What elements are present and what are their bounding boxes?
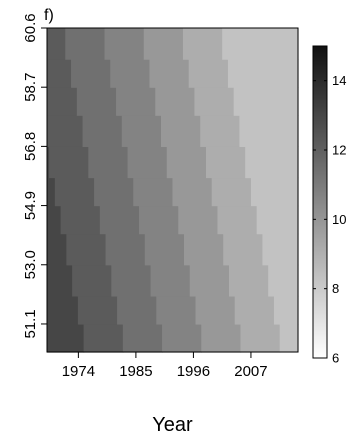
heatmap-cell <box>47 264 73 297</box>
heatmap-cell <box>233 87 299 116</box>
heatmap-cell <box>273 295 299 325</box>
x-tick-label: 1996 <box>177 363 210 380</box>
heatmap-cell <box>47 115 84 147</box>
heatmap-cell <box>268 264 299 297</box>
heatmap-cell <box>256 205 299 235</box>
heatmap-cell <box>121 115 162 147</box>
heatmap-cell <box>201 323 242 353</box>
heatmap-cell <box>228 264 269 297</box>
heatmap-cell <box>200 115 241 147</box>
heatmap-cell <box>88 146 129 179</box>
heatmap-cell <box>240 323 281 353</box>
heatmap-cell <box>99 205 140 235</box>
heatmap-cell <box>188 59 229 88</box>
heatmap-cell <box>245 146 299 179</box>
heatmap-cell <box>194 87 235 116</box>
heatmap-cell <box>66 233 107 266</box>
colorbar <box>312 45 328 359</box>
heatmap-cell <box>161 115 201 147</box>
heatmap-cell <box>77 295 118 325</box>
x-tick-label: 1985 <box>119 363 152 380</box>
heatmap-cell <box>184 233 224 266</box>
heatmap-cell <box>182 28 223 60</box>
heatmap-cell <box>172 177 213 207</box>
heatmap-cell <box>82 115 123 147</box>
y-tick-label: 60.6 <box>22 13 39 42</box>
heatmap-cell <box>239 115 299 147</box>
colorbar-tick-label: 14 <box>332 73 346 88</box>
heatmap-cell <box>105 233 146 266</box>
heatmap-cell <box>217 205 258 235</box>
heatmap-cell <box>47 59 72 88</box>
y-tick-label: 58.7 <box>22 73 39 102</box>
heatmap-cell <box>60 205 101 235</box>
heatmap-cell <box>222 28 299 60</box>
y-tick-label: 56.8 <box>22 132 39 161</box>
heatmap-cell <box>205 146 246 179</box>
heatmap-cell <box>47 205 62 235</box>
heatmap-cell <box>117 295 157 325</box>
heatmap-cell <box>178 205 219 235</box>
colorbar-tick-label: 12 <box>332 143 346 158</box>
heatmap-cell <box>195 295 236 325</box>
heatmap-cell <box>71 59 111 88</box>
heatmap-cell <box>250 177 299 207</box>
heatmap-cell <box>47 177 56 207</box>
y-tick-label: 51.1 <box>22 309 39 338</box>
heatmap-cell <box>189 264 230 297</box>
heatmap-cell <box>111 264 152 297</box>
heatmap-cell <box>110 59 151 88</box>
heatmap-cell <box>65 28 106 60</box>
heatmap-cell <box>83 323 124 353</box>
colorbar-ticks: 6 8 10 12 14 <box>313 73 346 366</box>
plot-frame <box>46 27 299 353</box>
heatmap-cell <box>47 323 85 353</box>
heatmap-cell <box>227 59 299 88</box>
heatmap-cell <box>211 177 252 207</box>
heatmap-cell <box>104 28 145 60</box>
heatmap-cell <box>133 177 174 207</box>
colorbar-tick-label: 8 <box>332 281 339 296</box>
heatmap-cell <box>47 295 79 325</box>
x-axis: 1974 1985 1996 2007 <box>62 352 268 380</box>
heatmap-cell <box>143 28 184 60</box>
heatmap-cell <box>156 295 197 325</box>
heatmap-cell <box>166 146 207 179</box>
heatmap-cell <box>144 233 185 266</box>
colorbar-tick-label: 6 <box>332 351 339 366</box>
heatmap-cell <box>155 87 196 116</box>
heatmap-cell <box>279 323 299 353</box>
heatmap-cell <box>54 177 95 207</box>
heatmap-cell <box>139 205 179 235</box>
heatmap-cell <box>150 264 191 297</box>
heatmap-cell <box>47 146 50 179</box>
heatmap-cell <box>234 295 275 325</box>
heatmap-cell <box>127 146 168 179</box>
x-axis-label: Year <box>152 414 193 436</box>
heatmap-cell <box>149 59 190 88</box>
heatmap-cell <box>47 233 67 266</box>
y-tick-label: 53.0 <box>22 250 39 279</box>
x-tick-label: 1974 <box>62 363 95 380</box>
heatmap-cell <box>262 233 299 266</box>
heatmap-cell <box>223 233 264 266</box>
heatmap-cell <box>162 323 202 353</box>
heatmap-cell <box>94 177 134 207</box>
x-tick-label: 2007 <box>234 363 267 380</box>
heatmap-cell <box>116 87 156 116</box>
heatmap-cells <box>47 28 299 353</box>
heatmap-cell <box>76 87 117 116</box>
heatmap-cell <box>49 146 89 179</box>
heatmap-cell <box>47 28 66 60</box>
heatmap-cell <box>122 323 163 353</box>
y-tick-label: 54.9 <box>22 191 39 220</box>
colorbar-tick-label: 10 <box>332 212 346 227</box>
heatmap-cell <box>47 87 78 116</box>
heatmap-cell <box>72 264 112 297</box>
panel-label: f) <box>44 7 54 24</box>
y-axis: 51.1 53.0 54.9 56.8 58.7 60.6 <box>22 13 47 339</box>
